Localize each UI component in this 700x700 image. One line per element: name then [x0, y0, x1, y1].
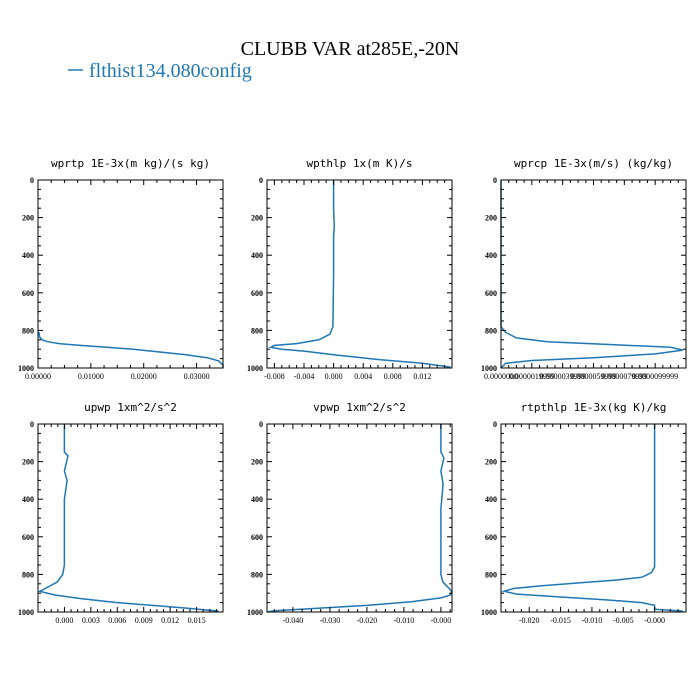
panel-title: vpwp 1xm^2/s^2	[313, 401, 406, 414]
x-tick-label: 0.008	[384, 372, 402, 381]
y-tick-label: 1000	[18, 364, 34, 373]
y-tick-label: 800	[22, 326, 34, 335]
y-tick-label: 400	[251, 251, 263, 260]
series-line	[266, 424, 453, 613]
panel-title: wpthlp 1x(m K)/s	[307, 157, 413, 170]
x-tick-label: -0.040	[283, 616, 304, 625]
x-tick-label: 0.0000000	[484, 372, 518, 381]
x-tick-label: -0.010	[394, 616, 415, 625]
y-tick-label: 800	[485, 570, 497, 579]
panel-1: wprtp 1E-3x(m kg)/(s kg) 0 200 400 600 800 100…	[18, 157, 224, 381]
series-line	[501, 424, 683, 612]
x-tick-label: -0.020	[519, 616, 540, 625]
x-tick-label: 0.0000039999	[540, 372, 586, 381]
x-tick-label: -0.005	[613, 616, 634, 625]
y-tick-label: 400	[251, 495, 263, 504]
series-line	[38, 332, 224, 368]
y-tick-label: 0	[493, 176, 497, 185]
y-tick-label: 1000	[18, 608, 34, 617]
y-tick-label: 1000	[247, 608, 263, 617]
y-tick-label: 400	[22, 495, 34, 504]
x-tick-label: 0.00000	[25, 372, 51, 381]
y-tick-label: 800	[251, 570, 263, 579]
y-tick-label: 200	[22, 214, 34, 223]
x-tick-label: 0.000	[55, 616, 73, 625]
series-line	[37, 424, 219, 612]
panel-title: wprtp 1E-3x(m kg)/(s kg)	[51, 157, 210, 170]
x-tick-label: 0.000	[325, 372, 343, 381]
legend: flthist134.080config	[68, 60, 252, 82]
x-tick-label: -0.020	[357, 616, 378, 625]
x-tick-label: 0.01000	[78, 372, 104, 381]
panel-title: wprcp 1E-3x(m/s) (kg/kg)	[514, 157, 673, 170]
panel-3: wprcp 1E-3x(m/s) (kg/kg) 0 200 400 600 800 100…	[481, 157, 687, 381]
y-tick-label: 600	[251, 533, 263, 542]
y-tick-label: 0	[259, 176, 263, 185]
panel-4: upwp 1xm^2/s^2 0 200 400 600 800 1000 0.000 0.00…	[18, 401, 224, 625]
x-tick-label: -0.010	[582, 616, 603, 625]
panel-grid: wprtp 1E-3x(m kg)/(s kg) 0 200 400 600 800 100…	[18, 157, 687, 625]
series-line	[268, 180, 451, 368]
y-tick-label: 200	[251, 458, 263, 467]
x-tick-label: 0.012	[413, 372, 431, 381]
y-tick-label: 600	[485, 289, 497, 298]
x-tick-label: 0.0000059999	[571, 372, 617, 381]
x-tick-label: 0.006	[108, 616, 126, 625]
y-tick-label: 200	[22, 458, 34, 467]
y-tick-label: 200	[251, 214, 263, 223]
x-tick-label: -0.000	[644, 616, 665, 625]
y-tick-label: 200	[485, 214, 497, 223]
y-tick-label: 1000	[481, 608, 497, 617]
y-tick-label: 200	[485, 458, 497, 467]
plot-frame	[37, 423, 224, 613]
y-tick-label: 600	[22, 289, 34, 298]
figure-title: CLUBB VAR at285E,-20N	[241, 38, 460, 60]
y-tick-label: 0	[493, 420, 497, 429]
y-tick-label: 600	[251, 289, 263, 298]
y-tick-label: 800	[251, 326, 263, 335]
plot-frame	[266, 423, 453, 613]
panel-title: upwp 1xm^2/s^2	[84, 401, 177, 414]
y-tick-label: 1000	[247, 364, 263, 373]
x-tick-label: -0.004	[294, 372, 315, 381]
y-tick-label: 400	[485, 495, 497, 504]
y-tick-label: 400	[22, 251, 34, 260]
x-tick-label: 0.004	[354, 372, 372, 381]
plot-frame	[266, 179, 453, 369]
panel-6: rtpthlp 1E-3x(kg K)/kg 0 200 400 600 800 1000 -…	[481, 401, 687, 625]
x-tick-label: -0.008	[264, 372, 285, 381]
panel-5: vpwp 1xm^2/s^2 0 200 400 600 800 1000 -0.040 -0.…	[247, 401, 453, 625]
y-tick-label: 0	[30, 176, 34, 185]
legend-label: flthist134.080config	[89, 60, 252, 82]
y-tick-label: 0	[30, 420, 34, 429]
x-tick-label: 0.02000	[131, 372, 157, 381]
x-tick-label: 0.012	[161, 616, 179, 625]
y-tick-label: 1000	[481, 364, 497, 373]
x-tick-label: 0.003	[82, 616, 100, 625]
x-tick-label: -0.000	[431, 616, 452, 625]
series-line	[500, 180, 684, 369]
x-tick-label: 0.0000079999	[601, 372, 647, 381]
plot-frame	[37, 179, 224, 369]
y-tick-label: 800	[485, 326, 497, 335]
x-tick-label: 0.0000019999	[509, 372, 555, 381]
x-tick-label: -0.030	[320, 616, 341, 625]
y-tick-label: 600	[22, 533, 34, 542]
y-tick-label: 0	[259, 420, 263, 429]
panel-2: wpthlp 1x(m K)/s 0 200 400 600 800 1000-0.008-…	[247, 157, 453, 381]
x-tick-label: 0.0000099999	[632, 372, 678, 381]
plot-frame	[500, 423, 687, 613]
x-tick-label: 0.015	[188, 616, 206, 625]
x-tick-label: -0.015	[550, 616, 571, 625]
panel-title: rtpthlp 1E-3x(kg K)/kg	[521, 401, 667, 414]
x-tick-label: 0.009	[135, 616, 153, 625]
y-tick-label: 400	[485, 251, 497, 260]
x-tick-label: 0.03000	[184, 372, 210, 381]
y-tick-label: 600	[485, 533, 497, 542]
y-tick-label: 800	[22, 570, 34, 579]
